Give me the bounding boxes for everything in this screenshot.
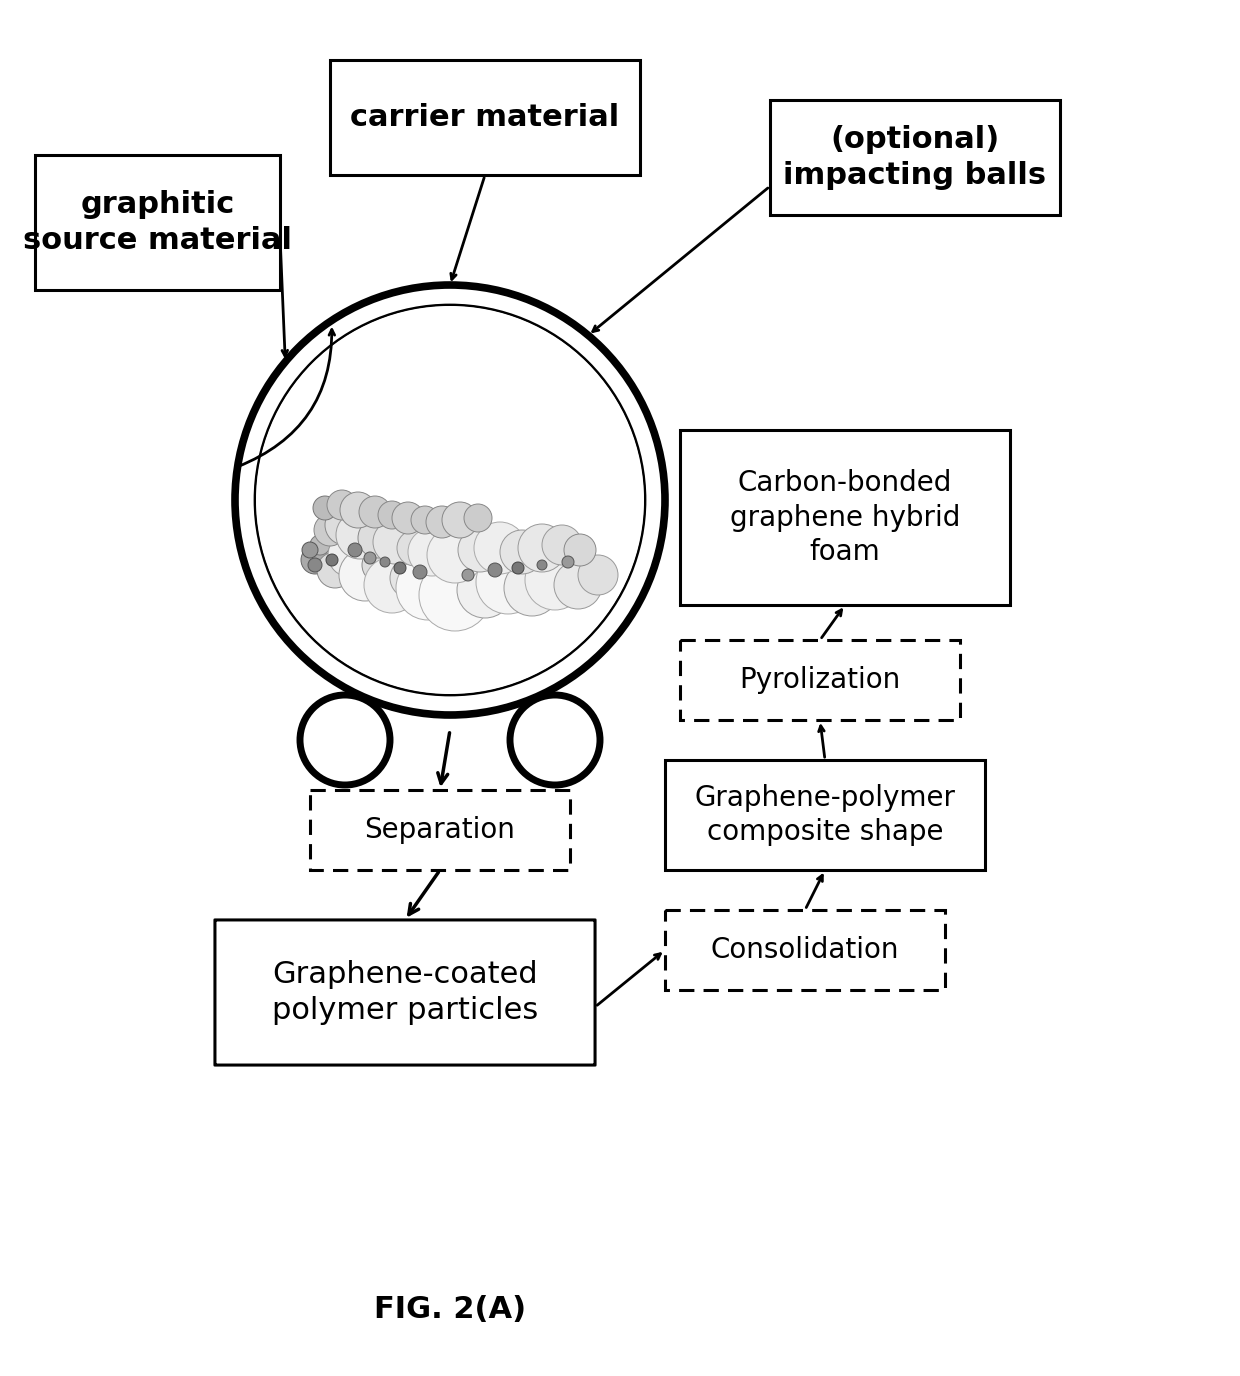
FancyBboxPatch shape: [310, 790, 570, 870]
Circle shape: [396, 556, 460, 621]
Text: Consolidation: Consolidation: [711, 936, 899, 965]
Circle shape: [360, 495, 391, 528]
Circle shape: [503, 560, 560, 616]
Circle shape: [365, 557, 420, 612]
FancyBboxPatch shape: [665, 910, 945, 989]
Circle shape: [512, 561, 525, 574]
Circle shape: [358, 517, 398, 559]
Text: Pyrolization: Pyrolization: [739, 666, 900, 694]
Circle shape: [336, 510, 384, 559]
Circle shape: [303, 542, 317, 559]
Circle shape: [312, 495, 337, 520]
Circle shape: [326, 555, 339, 566]
FancyBboxPatch shape: [35, 155, 280, 290]
FancyBboxPatch shape: [330, 61, 640, 175]
Circle shape: [301, 546, 329, 574]
Circle shape: [255, 305, 644, 694]
Text: Graphene-coated
polymer particles: Graphene-coated polymer particles: [272, 960, 538, 1025]
Circle shape: [554, 561, 601, 610]
Circle shape: [327, 490, 357, 520]
Circle shape: [373, 520, 417, 564]
Circle shape: [525, 550, 585, 610]
Circle shape: [562, 556, 574, 568]
Circle shape: [339, 549, 391, 601]
Text: carrier material: carrier material: [351, 103, 620, 132]
Circle shape: [365, 552, 376, 564]
Circle shape: [362, 548, 398, 583]
Text: Carbon-bonded
graphene hybrid
foam: Carbon-bonded graphene hybrid foam: [730, 469, 960, 566]
Circle shape: [474, 522, 526, 574]
Circle shape: [308, 559, 322, 572]
Text: graphitic
source material: graphitic source material: [24, 190, 291, 255]
Circle shape: [564, 534, 596, 566]
Text: Graphene-polymer
composite shape: Graphene-polymer composite shape: [694, 784, 956, 846]
Circle shape: [510, 695, 600, 784]
Circle shape: [340, 493, 376, 528]
Circle shape: [410, 506, 439, 534]
Circle shape: [300, 695, 391, 784]
Circle shape: [378, 501, 405, 528]
Circle shape: [441, 502, 477, 538]
Text: FIG. 2(A): FIG. 2(A): [374, 1295, 526, 1325]
Circle shape: [392, 502, 424, 534]
Circle shape: [489, 563, 502, 577]
Circle shape: [518, 524, 565, 572]
Circle shape: [542, 526, 582, 566]
Circle shape: [379, 557, 391, 567]
Circle shape: [329, 533, 372, 577]
FancyBboxPatch shape: [770, 100, 1060, 215]
FancyBboxPatch shape: [665, 760, 985, 870]
Circle shape: [394, 561, 405, 574]
FancyBboxPatch shape: [215, 921, 595, 1065]
Circle shape: [463, 570, 474, 581]
Circle shape: [397, 530, 433, 566]
Circle shape: [458, 528, 502, 572]
Circle shape: [314, 515, 346, 546]
Circle shape: [348, 544, 362, 557]
FancyBboxPatch shape: [680, 640, 960, 720]
Circle shape: [310, 535, 330, 555]
Circle shape: [427, 527, 484, 583]
Circle shape: [413, 566, 427, 579]
Circle shape: [419, 559, 491, 632]
Circle shape: [325, 505, 365, 545]
Circle shape: [408, 528, 456, 577]
Circle shape: [317, 552, 353, 588]
Text: (optional)
impacting balls: (optional) impacting balls: [784, 125, 1047, 190]
Circle shape: [458, 561, 513, 618]
Circle shape: [537, 560, 547, 570]
Circle shape: [476, 550, 539, 614]
Circle shape: [578, 555, 618, 594]
Text: Separation: Separation: [365, 816, 516, 843]
Circle shape: [427, 506, 458, 538]
Circle shape: [391, 559, 430, 599]
Circle shape: [464, 504, 492, 533]
FancyBboxPatch shape: [680, 429, 1011, 605]
Circle shape: [500, 530, 544, 574]
Circle shape: [236, 285, 665, 716]
